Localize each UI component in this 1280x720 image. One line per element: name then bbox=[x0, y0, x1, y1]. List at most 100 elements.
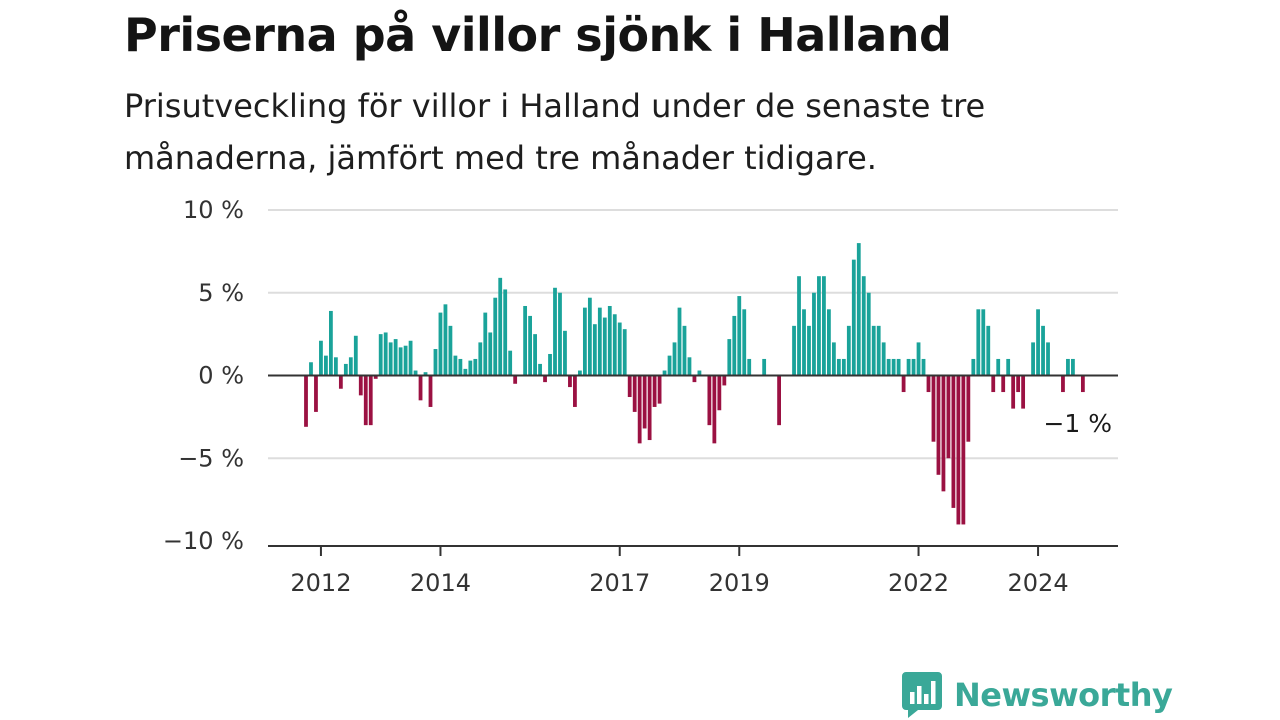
bar bbox=[304, 375, 308, 427]
bar bbox=[792, 325, 796, 376]
bar bbox=[1066, 358, 1070, 376]
bar bbox=[398, 347, 403, 376]
bar bbox=[841, 358, 846, 376]
bar bbox=[438, 312, 443, 376]
bar bbox=[951, 375, 956, 508]
bar bbox=[662, 370, 667, 376]
bar bbox=[383, 332, 388, 376]
bar bbox=[712, 375, 717, 444]
bar bbox=[607, 305, 612, 376]
bar bbox=[378, 334, 383, 376]
x-tick-label: 2024 bbox=[1008, 569, 1069, 597]
bar bbox=[692, 375, 697, 383]
bar bbox=[363, 375, 368, 426]
bar bbox=[329, 310, 333, 376]
bar bbox=[578, 370, 582, 376]
bar bbox=[408, 340, 413, 376]
bar bbox=[563, 330, 567, 376]
bar bbox=[488, 332, 493, 376]
bar bbox=[1080, 375, 1085, 393]
y-tick-label: −10 % bbox=[163, 527, 244, 555]
x-tick-label: 2019 bbox=[709, 569, 770, 597]
bar bbox=[1036, 309, 1040, 376]
bar bbox=[966, 375, 971, 442]
bar bbox=[836, 358, 841, 376]
bar bbox=[802, 309, 806, 376]
x-tick-label: 2014 bbox=[410, 569, 471, 597]
bar bbox=[827, 309, 831, 376]
bar bbox=[891, 358, 896, 376]
bar bbox=[403, 345, 408, 376]
bar bbox=[747, 358, 752, 376]
bar bbox=[916, 342, 921, 376]
bar bbox=[936, 375, 941, 475]
bar bbox=[622, 329, 627, 376]
brand-name: Newsworthy bbox=[954, 676, 1173, 714]
bar bbox=[617, 322, 622, 376]
bar bbox=[1061, 375, 1065, 393]
x-tick-label: 2017 bbox=[589, 569, 650, 597]
bar bbox=[961, 375, 966, 525]
bar bbox=[1011, 375, 1016, 409]
bar bbox=[573, 375, 577, 407]
bar bbox=[423, 372, 428, 376]
bar bbox=[358, 375, 363, 396]
bar bbox=[353, 335, 358, 376]
bar bbox=[418, 375, 423, 401]
bar bbox=[931, 375, 936, 442]
bar bbox=[886, 358, 891, 376]
bar bbox=[737, 296, 742, 376]
bar bbox=[463, 368, 468, 376]
bar bbox=[996, 358, 1001, 376]
bar bbox=[866, 292, 871, 376]
chart-title: Priserna på villor sjönk i Halland bbox=[124, 8, 952, 62]
bar bbox=[1006, 358, 1011, 376]
axes bbox=[268, 374, 1118, 556]
bar bbox=[314, 375, 318, 412]
bar bbox=[368, 375, 373, 426]
bar bbox=[493, 297, 498, 376]
bar bbox=[528, 315, 532, 376]
bar bbox=[797, 276, 801, 376]
bar bbox=[822, 276, 826, 376]
bars bbox=[304, 243, 1085, 525]
bar bbox=[856, 243, 861, 376]
bar bbox=[637, 375, 642, 444]
bar bbox=[1031, 342, 1035, 376]
bar bbox=[1016, 375, 1021, 393]
bar bbox=[732, 315, 737, 376]
bar bbox=[672, 342, 677, 376]
x-tick-label: 2012 bbox=[290, 569, 351, 597]
bar bbox=[911, 358, 916, 376]
bar bbox=[956, 375, 961, 525]
bar bbox=[1071, 358, 1075, 376]
bar bbox=[333, 357, 338, 376]
bar bbox=[762, 358, 767, 376]
bar bbox=[687, 357, 692, 376]
bar bbox=[981, 309, 986, 376]
bar bbox=[324, 355, 328, 376]
y-tick-label: 10 % bbox=[183, 196, 244, 224]
bar bbox=[473, 358, 478, 376]
bar bbox=[458, 358, 463, 376]
bar bbox=[717, 375, 722, 411]
bar-chart-speech-bubble-icon bbox=[902, 672, 942, 718]
bar bbox=[697, 370, 702, 376]
bar bbox=[742, 309, 747, 376]
bar bbox=[587, 297, 592, 376]
bar bbox=[443, 304, 448, 376]
bar bbox=[533, 334, 537, 376]
bar bbox=[647, 375, 652, 441]
bar bbox=[817, 276, 821, 376]
chart-subtitle: Prisutveckling för villor i Halland unde… bbox=[124, 87, 986, 177]
bar bbox=[543, 375, 547, 383]
bar bbox=[309, 362, 313, 376]
bar bbox=[727, 339, 732, 376]
bar bbox=[657, 375, 662, 404]
bar bbox=[503, 289, 508, 376]
last-value-label: −1 % bbox=[1043, 409, 1112, 438]
bar bbox=[319, 340, 323, 376]
bar bbox=[1041, 325, 1045, 376]
bar bbox=[667, 355, 672, 376]
